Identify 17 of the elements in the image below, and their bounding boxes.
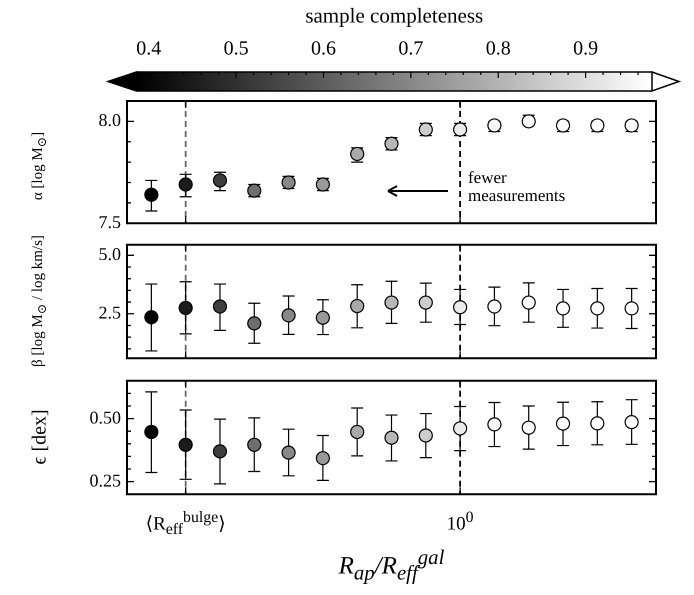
x-tick-label: ⟨R$_{eff}$$^{bulge}$⟩ — [146, 509, 226, 540]
color-bar-label: 0.6 — [310, 37, 336, 60]
color-bar-label: 0.7 — [398, 37, 424, 60]
y-tick-label: 5.0 — [98, 244, 121, 264]
y-tick-label: 0.25 — [90, 470, 121, 490]
annotation: fewer measurements — [468, 168, 566, 205]
y-axis-title: ϵ [dex] — [28, 408, 52, 464]
y-tick-label: 7.5 — [98, 212, 121, 232]
color-bar-label: 0.4 — [136, 37, 162, 60]
y-tick-label: 8.0 — [98, 110, 121, 130]
color-bar-label: 0.5 — [224, 37, 249, 60]
y-tick-label: 0.50 — [90, 407, 121, 428]
color-bar-label: 0.9 — [573, 37, 598, 60]
x-tick-label: 10$^{0}$ — [446, 509, 474, 536]
y-tick-label: 2.5 — [98, 302, 121, 323]
color-bar-label: 0.8 — [486, 37, 511, 60]
color-bar-title: sample completeness — [305, 4, 484, 28]
